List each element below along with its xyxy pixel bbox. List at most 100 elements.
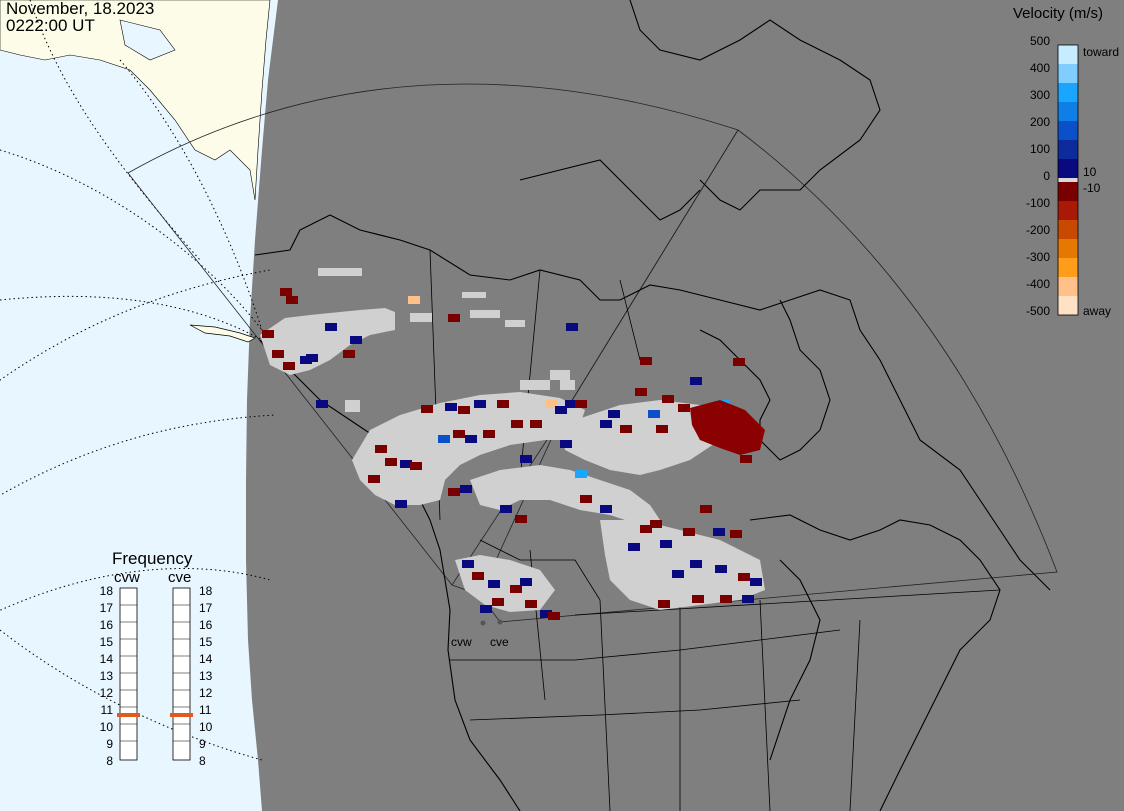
echo-cell — [525, 600, 537, 608]
velocity-tick-label: 0 — [1043, 169, 1050, 183]
echo-cell — [660, 540, 672, 548]
frequency-bars — [117, 587, 193, 761]
echo-cell — [395, 500, 407, 508]
echo-cell — [385, 458, 397, 466]
velocity-bar-zero-band — [1058, 178, 1078, 182]
velocity-inner-label-neg: -10 — [1083, 181, 1101, 195]
radar-sites — [480, 619, 503, 626]
frequency-scale-label-right: 11 — [199, 703, 212, 717]
echo-cell — [715, 565, 727, 573]
velocity-bar-segment-away — [1058, 239, 1078, 258]
echo-cell — [678, 404, 690, 412]
echo-cell — [692, 595, 704, 603]
velocity-color-bar — [1057, 44, 1079, 316]
echo-cell — [738, 573, 750, 581]
echo-cell — [343, 350, 355, 358]
echo-cell — [720, 595, 732, 603]
echo-cell — [510, 585, 522, 593]
velocity-tick-label: 500 — [1029, 34, 1050, 48]
echo-cell — [700, 505, 712, 513]
echo-cell — [560, 440, 572, 448]
echo-cell — [410, 462, 422, 470]
ground-scatter-layer — [260, 268, 765, 612]
ground-scatter-arc-west — [352, 392, 585, 505]
ground-scatter-south — [600, 520, 765, 610]
velocity-bar-segment-away — [1058, 277, 1078, 296]
velocity-bar-segment-toward — [1058, 102, 1078, 121]
velocity-bar-segment-toward — [1058, 64, 1078, 83]
echo-cell — [656, 425, 668, 433]
radar-site-cvw — [480, 620, 486, 626]
echo-cell — [600, 420, 612, 428]
frequency-scale-label-left: 11 — [100, 703, 113, 717]
echo-cell — [600, 505, 612, 513]
echo-cell — [316, 400, 328, 408]
echo-cell — [400, 460, 412, 468]
velocity-tick-label: -400 — [1025, 277, 1050, 291]
echo-cell — [540, 610, 552, 618]
velocity-bar-segment-toward — [1058, 121, 1078, 140]
echo-cell — [375, 445, 387, 453]
echo-cell — [742, 595, 754, 603]
velocity-bar-segment-away — [1058, 220, 1078, 239]
velocity-bar-segment-toward — [1058, 45, 1078, 64]
radar-label-cvw: cvw — [451, 635, 472, 649]
radar-site-cve — [497, 619, 503, 625]
daylight-land-islands — [119, 19, 176, 61]
velocity-tick-label: -500 — [1025, 304, 1050, 318]
velocity-tick-label: 100 — [1029, 142, 1050, 156]
ground-scatter-alaska — [260, 308, 395, 375]
echo-cell — [488, 580, 500, 588]
frequency-marker-cve — [170, 713, 193, 717]
velocity-tick-label: -100 — [1025, 196, 1050, 210]
echo-cell — [492, 598, 504, 606]
frequency-scale-label-right: 16 — [199, 618, 213, 632]
echo-cell — [672, 570, 684, 578]
echo-cell — [628, 543, 640, 551]
frequency-scale-label-left: 12 — [99, 686, 113, 700]
velocity-bar-segment-away — [1058, 258, 1078, 277]
echo-cell — [408, 296, 420, 304]
echo-cell — [448, 488, 460, 496]
velocity-bar-segment-toward — [1058, 83, 1078, 102]
echo-cell — [272, 350, 284, 358]
echo-cell — [520, 455, 532, 463]
velocity-tick-label: 300 — [1029, 88, 1050, 102]
echo-cluster-hudson — [690, 400, 765, 455]
frequency-scale-label-right: 9 — [199, 737, 206, 751]
echo-cell — [483, 430, 495, 438]
velocity-bar-segment-away — [1058, 182, 1078, 201]
frequency-scale-label-right: 8 — [199, 754, 206, 768]
frequency-bar-cve — [172, 587, 191, 761]
echo-cell — [465, 435, 477, 443]
echo-cell — [650, 520, 662, 528]
echo-cell — [325, 323, 337, 331]
velocity-tick-label: -200 — [1025, 223, 1050, 237]
echo-cell — [575, 400, 587, 408]
frequency-scale-label-left: 18 — [99, 584, 113, 598]
frequency-bar-cvw — [119, 587, 138, 761]
velocity-legend-title: Velocity (m/s) — [1013, 5, 1104, 22]
echo-cell — [511, 420, 523, 428]
echo-cell — [453, 430, 465, 438]
echo-cell — [608, 410, 620, 418]
echo-cell — [497, 400, 509, 408]
coastlines — [254, 0, 1051, 811]
frequency-scale-label-left: 8 — [106, 754, 113, 768]
echo-cell — [262, 330, 274, 338]
political-borders — [429, 249, 1001, 811]
velocity-inner-label-pos: 10 — [1083, 165, 1097, 179]
frequency-scale-label-right: 15 — [199, 635, 213, 649]
coastline-aleutians — [189, 324, 256, 343]
echo-cell — [635, 388, 647, 396]
frequency-scale-label-left: 10 — [99, 720, 113, 734]
echo-cell — [566, 323, 578, 331]
velocity-tick-label: 400 — [1029, 61, 1050, 75]
velocity-bar-frame — [1057, 44, 1079, 316]
echo-cell — [690, 377, 702, 385]
echo-cell — [683, 528, 695, 536]
lat-lon-grid — [0, 0, 276, 761]
frequency-marker-cvw — [117, 713, 140, 717]
velocity-bar-segment-away — [1058, 201, 1078, 220]
